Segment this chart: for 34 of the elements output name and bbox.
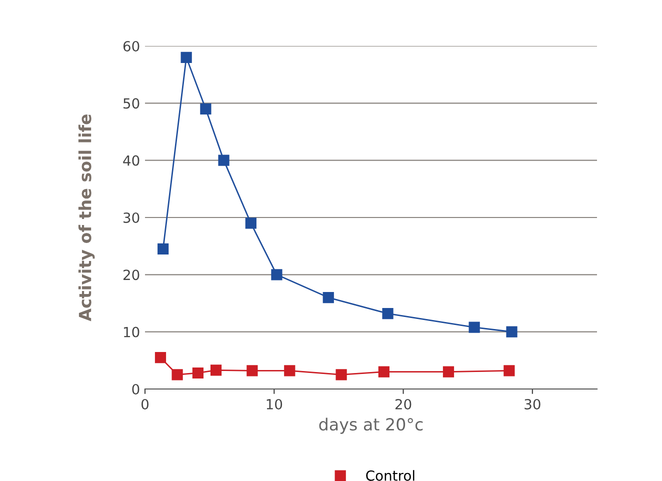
x-tick-label: 30: [524, 398, 540, 410]
y-tick-label: 20: [123, 270, 140, 280]
x-tick-label: 10: [266, 398, 282, 410]
point: [336, 369, 347, 380]
x-axis-title: days at 20°c: [319, 418, 423, 434]
legend-label: Control: [366, 470, 414, 481]
point: [172, 369, 183, 380]
y-tick-label: 60: [123, 40, 140, 52]
y-tick-label: 50: [124, 98, 140, 109]
point: [246, 365, 258, 376]
point: [284, 365, 296, 376]
point: [322, 292, 334, 304]
point: [504, 365, 515, 376]
point: [200, 103, 212, 114]
x-tick-label: 0: [141, 398, 148, 410]
point: [218, 154, 230, 166]
point: [192, 367, 204, 379]
point: [506, 326, 518, 338]
y-tick-label: 40: [123, 155, 140, 166]
y-tick-label: 10: [124, 326, 140, 338]
point: [210, 364, 222, 376]
point: [180, 52, 192, 63]
point: [271, 269, 282, 280]
point: [468, 322, 480, 333]
x-tick-label: 20: [395, 398, 412, 410]
point: [378, 366, 390, 378]
y-tick-label: 30: [124, 212, 140, 223]
y-axis-title: Activity of the soil life: [78, 114, 95, 322]
point: [158, 243, 169, 254]
point: [442, 366, 454, 378]
point: [245, 218, 256, 229]
point: [154, 352, 166, 364]
point: [382, 308, 394, 320]
y-tick-label: 0: [132, 384, 140, 394]
